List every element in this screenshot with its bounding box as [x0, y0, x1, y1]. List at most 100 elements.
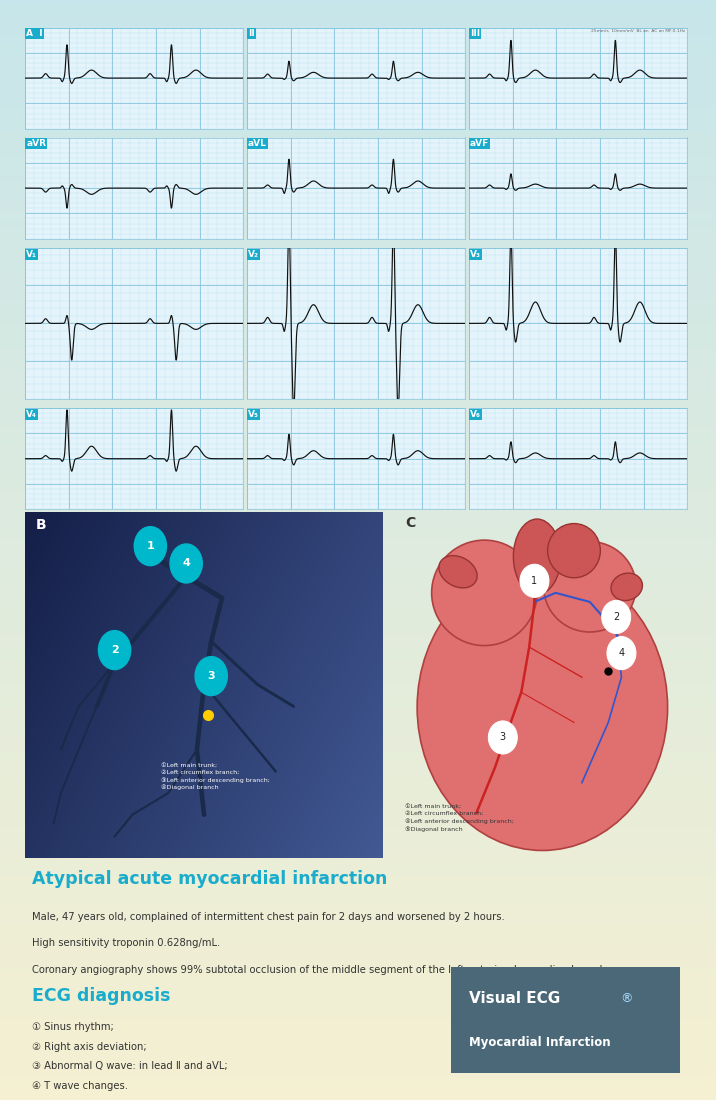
Bar: [0, 245, 716, 250]
Bar: [0, 520, 716, 525]
Bar: [0, 946, 716, 949]
Bar: [0, 198, 716, 201]
Bar: [0, 327, 716, 330]
Bar: [0, 712, 716, 715]
Bar: [0, 674, 716, 679]
Bar: [0, 1089, 716, 1092]
Text: 4: 4: [619, 648, 624, 658]
Bar: [0, 195, 716, 198]
Bar: [0, 459, 716, 462]
Bar: [0, 627, 716, 630]
Bar: [0, 814, 716, 817]
Ellipse shape: [611, 573, 642, 601]
Bar: [0, 704, 716, 707]
Bar: [0, 602, 716, 605]
Text: Atypical acute myocardial infarction: Atypical acute myocardial infarction: [32, 870, 387, 888]
Bar: [0, 990, 716, 993]
Bar: [0, 641, 716, 646]
Bar: [0, 1075, 716, 1078]
Bar: [0, 968, 716, 971]
Bar: [0, 773, 716, 778]
Bar: [0, 352, 716, 355]
Bar: [0, 525, 716, 528]
Ellipse shape: [432, 540, 537, 646]
Bar: [0, 55, 716, 58]
Bar: [0, 850, 716, 855]
Bar: [0, 762, 716, 767]
Bar: [0, 1097, 716, 1100]
Bar: [0, 660, 716, 663]
Ellipse shape: [439, 556, 477, 587]
Bar: [0, 781, 716, 784]
Bar: [0, 979, 716, 982]
Bar: [0, 124, 716, 129]
Circle shape: [601, 601, 631, 634]
Bar: [0, 528, 716, 531]
Bar: [0, 14, 716, 19]
Bar: [0, 162, 716, 165]
Bar: [0, 924, 716, 927]
Bar: [0, 833, 716, 836]
Bar: [0, 998, 716, 1001]
Bar: [0, 547, 716, 550]
Bar: [0, 569, 716, 572]
Bar: [0, 619, 716, 624]
FancyBboxPatch shape: [442, 962, 690, 1077]
Bar: [0, 421, 716, 426]
Bar: [0, 789, 716, 792]
Bar: [0, 880, 716, 883]
Bar: [0, 377, 716, 382]
Bar: [0, 165, 716, 168]
Bar: [0, 363, 716, 366]
Bar: [0, 316, 716, 319]
Bar: [0, 77, 716, 80]
Bar: [0, 976, 716, 979]
Bar: [0, 1053, 716, 1056]
Bar: [0, 451, 716, 454]
Bar: [0, 118, 716, 121]
Bar: [0, 729, 716, 734]
Bar: [0, 877, 716, 880]
Bar: [0, 11, 716, 14]
Bar: [0, 143, 716, 146]
Bar: [0, 531, 716, 536]
Bar: [0, 1023, 716, 1026]
Bar: [0, 1009, 716, 1012]
Text: 25mm/s  10mm/mV  BL on  AC on MF:0.1Hz: 25mm/s 10mm/mV BL on AC on MF:0.1Hz: [591, 29, 685, 33]
Text: B: B: [36, 518, 47, 531]
Bar: [0, 646, 716, 649]
Bar: [0, 630, 716, 635]
Bar: [0, 415, 716, 418]
Circle shape: [520, 564, 549, 597]
Bar: [0, 1001, 716, 1004]
Bar: [0, 294, 716, 297]
Text: ①Left main trunk;
②Left circumflex branch;
④Left anterior descending branch;
⑤Di: ①Left main trunk; ②Left circumflex branc…: [405, 804, 514, 832]
Bar: [0, 253, 716, 256]
Bar: [0, 536, 716, 539]
Circle shape: [99, 630, 131, 670]
Bar: [0, 110, 716, 113]
Text: II: II: [248, 29, 255, 38]
Bar: [0, 1015, 716, 1020]
Bar: [0, 550, 716, 553]
Bar: [0, 605, 716, 608]
Bar: [0, 957, 716, 960]
Bar: [0, 616, 716, 619]
Bar: [0, 613, 716, 616]
Bar: [0, 399, 716, 404]
Bar: [0, 869, 716, 872]
Bar: [0, 388, 716, 393]
Bar: [0, 173, 716, 176]
Ellipse shape: [543, 541, 636, 632]
Bar: [0, 539, 716, 542]
Bar: [0, 685, 716, 690]
Bar: [0, 916, 716, 921]
Bar: [0, 949, 716, 954]
Bar: [0, 693, 716, 696]
Bar: [0, 542, 716, 547]
Circle shape: [488, 720, 518, 755]
Bar: [0, 806, 716, 811]
Bar: [0, 1064, 716, 1067]
Text: 3: 3: [208, 671, 215, 681]
Bar: [0, 737, 716, 740]
